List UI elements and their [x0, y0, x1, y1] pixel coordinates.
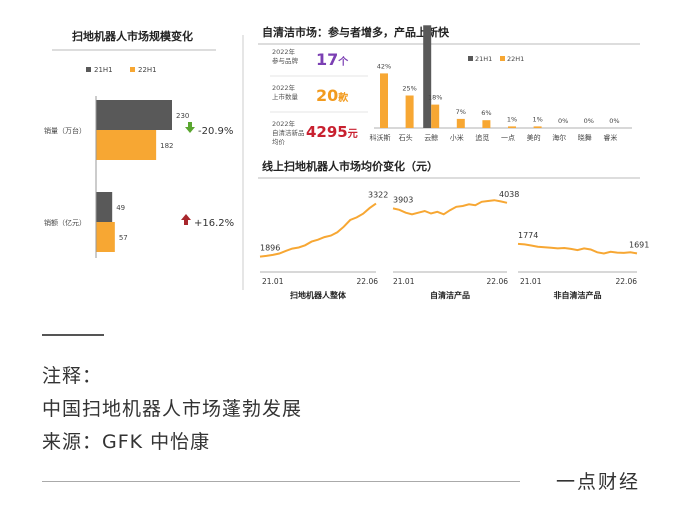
brand-legend-label: 21H1 [475, 55, 492, 63]
brand-category-label: 海尔 [552, 133, 566, 142]
brand-bar-value: 42% [377, 62, 391, 70]
legend-label-22h1: 22H1 [138, 66, 157, 74]
brand-category-label: 小米 [450, 133, 464, 142]
brand-category-label: 美的 [527, 133, 541, 142]
legend-swatch-22h1 [130, 67, 135, 72]
brand-bar-value: 7% [456, 108, 466, 116]
brand-bar-22h1 [380, 73, 388, 128]
brand-category-label: 睿米 [603, 133, 617, 142]
market-row-label: 销量（万台） [44, 126, 86, 135]
notes-block: 注释： 中国扫地机器人市场蓬勃发展 来源：GFK 中怡康 [42, 360, 642, 459]
brand-legend-swatch [500, 56, 505, 61]
brand-bar-22h1 [508, 126, 516, 128]
brand-category-label: 一点 [501, 134, 515, 142]
kpi-label: 自清洁新品 [272, 128, 305, 137]
kpi-label: 2022年 [272, 47, 296, 56]
kpi-label: 均价 [272, 137, 286, 146]
line-series-label: 扫地机器人整体 [290, 290, 347, 300]
line-start-value: 1774 [518, 231, 538, 240]
notes-line-1: 中国扫地机器人市场蓬勃发展 [42, 398, 303, 420]
kpi-label: 2022年 [272, 119, 296, 128]
line-x-start-label: 21.01 [262, 277, 284, 286]
kpi-label: 2022年 [272, 83, 296, 92]
brand-bar-value: 25% [402, 85, 416, 93]
down-arrow-icon [185, 122, 195, 133]
avg-price-line [259, 202, 377, 258]
notes-divider [42, 334, 104, 336]
up-arrow-icon [181, 214, 191, 225]
brand-bar-value: 1% [532, 115, 542, 123]
kpi-value: 4295元 [306, 123, 358, 141]
brand-category-label: 石头 [399, 133, 413, 142]
brand-bar-value: 6% [481, 109, 491, 117]
left-bar-group: 230 182 销量（万台） -20.9% 49 57 销额（亿元） +16.2% [44, 100, 234, 252]
market-change-label: -20.9% [198, 126, 233, 137]
legend-label-21h1: 21H1 [94, 66, 113, 74]
line-end-value: 4038 [499, 190, 519, 199]
line-start-value: 3903 [393, 195, 413, 204]
brand-legend: 21H1 22H1 [468, 55, 524, 63]
brand-bar-value: 0% [609, 117, 619, 125]
brand-legend-label: 22H1 [507, 55, 524, 63]
market-bar-value: 230 [176, 112, 189, 120]
kpi-label: 参与品牌 [272, 56, 299, 65]
line-x-start-label: 21.01 [393, 277, 415, 286]
brand-category-label: 追觅 [475, 133, 489, 142]
brand-bar-value: 0% [558, 117, 568, 125]
legend-swatch-21h1 [86, 67, 91, 72]
avg-price-title: 线上扫地机器人市场均价变化（元） [262, 159, 438, 173]
kpi-value: 17个 [316, 50, 349, 69]
brand-bar-value: 0% [584, 117, 594, 125]
brand-bar-21h1 [423, 25, 432, 128]
brand-bar-value: 1% [507, 115, 517, 123]
notes-heading: 注释： [42, 365, 103, 387]
footer-brand: 一点财经 [556, 471, 641, 493]
brand-category-label: 科沃斯 [370, 133, 391, 142]
brand-bar-22h1 [482, 120, 491, 128]
market-bar-revenue-22h1 [96, 222, 115, 252]
market-change-label: +16.2% [194, 218, 234, 229]
brand-bar-22h1 [533, 126, 542, 128]
left-panel-title: 扫地机器人市场规模变化 [72, 29, 193, 43]
kpi-value: 20款 [316, 86, 349, 105]
line-x-end-label: 22.06 [487, 277, 509, 286]
brand-category-label: 云鲸 [424, 133, 438, 142]
brand-legend-swatch [468, 56, 473, 61]
kpi-label: 上市数量 [272, 92, 299, 101]
line-series-label: 非自清洁产品 [554, 290, 602, 300]
line-x-end-label: 22.06 [357, 277, 379, 286]
market-bar-value: 182 [160, 142, 173, 150]
line-start-value: 1896 [260, 244, 280, 253]
avg-price-line-group: 1896 3322 21.01 22.06 扫地机器人整体 3903 4038 21.01 22… [259, 190, 649, 300]
brand-bar-value: 18% [428, 94, 442, 102]
notes-source: 来源：GFK 中怡康 [42, 431, 211, 453]
brand-bar-group: 42% 科沃斯 25% 石头 18% 云鲸 7% 小米 6% 追觅 1% 一点 1% 美的 0% 海尔 0% 晓舞… [370, 25, 632, 142]
line-x-start-label: 21.01 [520, 277, 542, 286]
brand-category-label: 晓舞 [578, 133, 592, 142]
avg-price-line [517, 242, 638, 255]
line-series-label: 自清洁产品 [430, 290, 470, 300]
self-clean-title: 自清洁市场：参与者增多，产品上新快 [262, 25, 450, 39]
market-bar-revenue-21h1 [96, 192, 113, 222]
brand-bar-22h1 [431, 104, 440, 128]
footer-rule [42, 481, 520, 482]
avg-price-line [392, 199, 508, 216]
line-end-value: 3322 [368, 191, 388, 200]
infographic-canvas: 扫地机器人市场规模变化 21H1 22H1 230 182 销量（万台） -20.9% 4… [44, 25, 649, 300]
line-x-end-label: 22.06 [616, 277, 638, 286]
left-legend: 21H1 22H1 [86, 66, 157, 74]
market-bar-volume-22h1 [96, 130, 157, 160]
line-end-value: 1691 [629, 240, 649, 249]
market-bar-volume-21h1 [96, 100, 172, 130]
market-row-label: 销额（亿元） [44, 218, 86, 227]
brand-bar-22h1 [405, 95, 414, 128]
brand-bar-22h1 [456, 118, 465, 128]
market-bar-value: 49 [116, 204, 125, 212]
market-bar-value: 57 [119, 234, 128, 242]
